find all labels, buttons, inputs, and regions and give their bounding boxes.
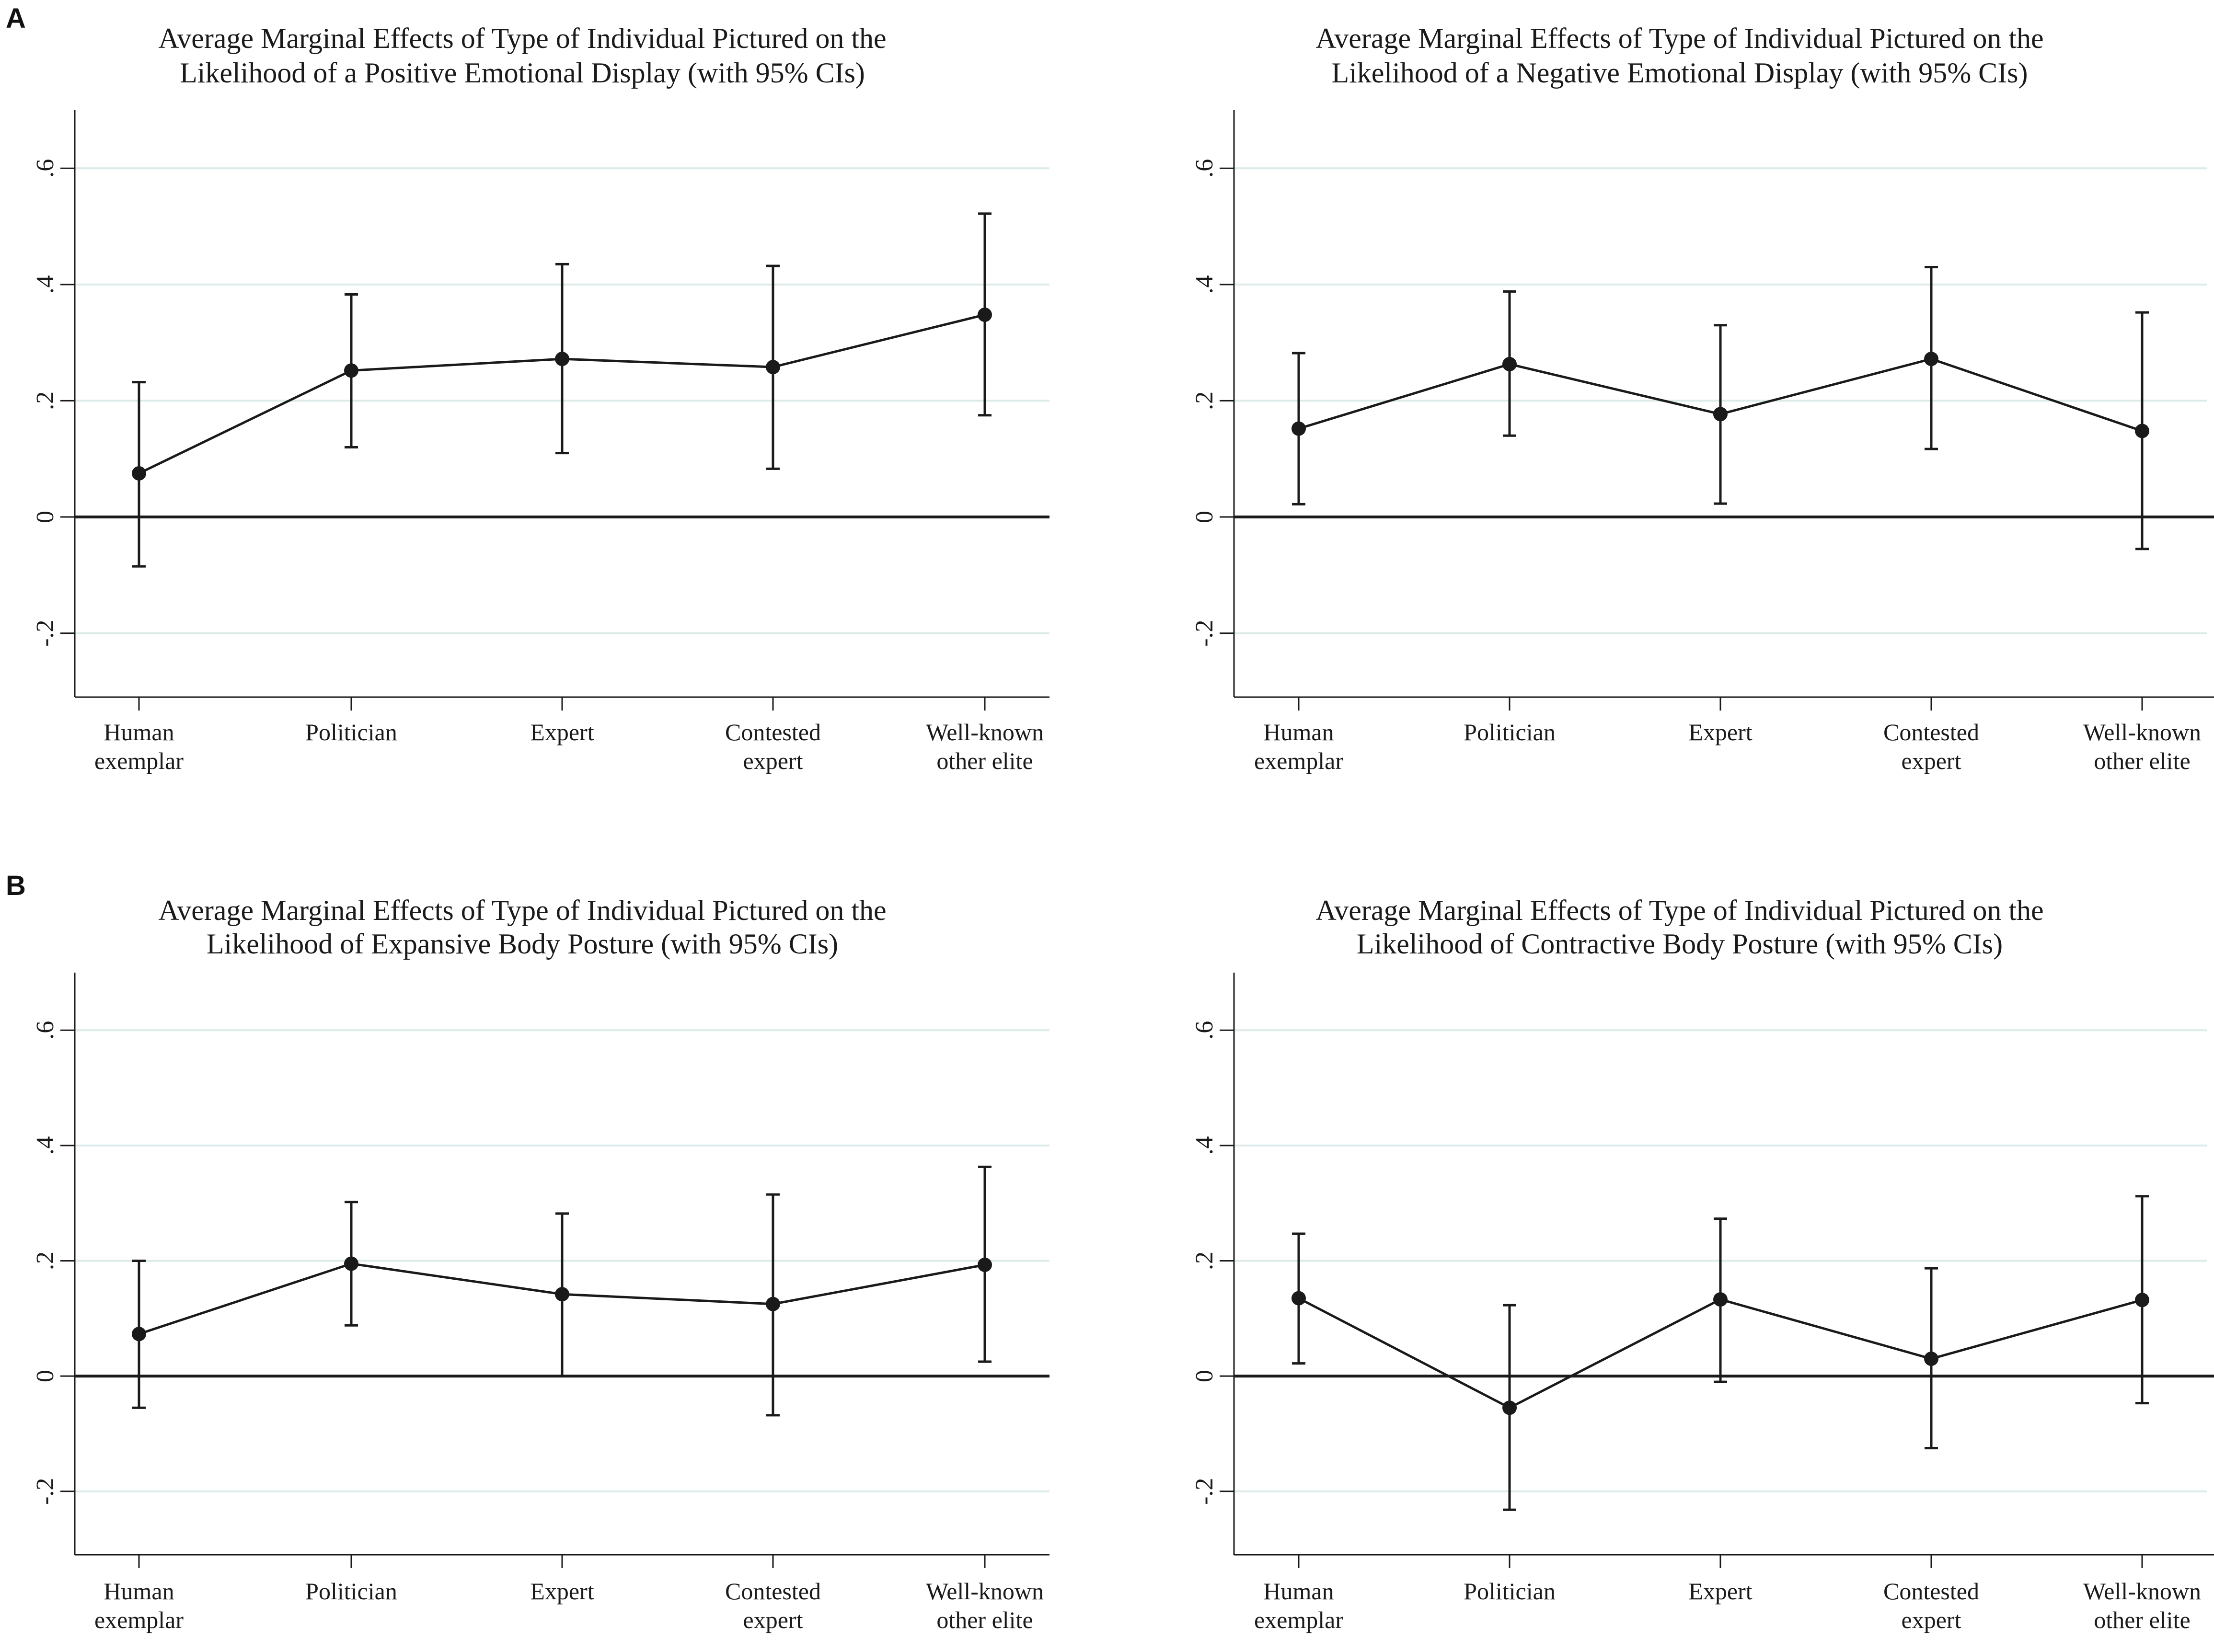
x-category-label: Human <box>1263 1578 1334 1605</box>
y-tick-label: .6 <box>1191 159 1218 178</box>
x-category-label: exemplar <box>94 1606 184 1633</box>
data-point <box>1502 1400 1517 1415</box>
y-tick-label: .4 <box>32 275 59 294</box>
x-category-label: exemplar <box>1254 1606 1343 1633</box>
chart-title-line: Average Marginal Effects of Type of Indi… <box>1315 23 2043 54</box>
data-point <box>1502 357 1517 372</box>
data-point <box>344 363 358 378</box>
x-category-label: expert <box>1902 747 1961 774</box>
data-point <box>132 466 146 481</box>
y-tick-label: .4 <box>1191 1136 1218 1155</box>
x-category-label: Expert <box>1688 1578 1752 1605</box>
x-category-label: Contested <box>725 719 821 746</box>
x-category-label: Well-known <box>2083 719 2201 746</box>
chart-title-line: Likelihood of a Positive Emotional Displ… <box>180 57 865 89</box>
chart-3: Average Marginal Effects of Type of Indi… <box>32 895 1049 1633</box>
data-point <box>978 1257 992 1272</box>
y-tick-label: .6 <box>32 1021 59 1040</box>
chart-1: Average Marginal Effects of Type of Indi… <box>32 23 1049 774</box>
y-tick-label: 0 <box>32 1370 59 1382</box>
data-point <box>978 307 992 322</box>
panel-label-b: B <box>6 870 26 901</box>
y-tick-label: 0 <box>1191 511 1218 523</box>
x-category-label: Human <box>104 1578 174 1605</box>
data-point <box>132 1327 146 1342</box>
x-category-label: Politician <box>305 1578 397 1605</box>
x-category-label: expert <box>1902 1606 1961 1633</box>
y-tick-label: -.2 <box>1191 1478 1218 1505</box>
chart-title-line: Average Marginal Effects of Type of Indi… <box>158 895 886 926</box>
y-tick-label: .2 <box>1191 1251 1218 1270</box>
data-point <box>1292 1291 1306 1306</box>
chart-title-line: Average Marginal Effects of Type of Indi… <box>1315 895 2043 926</box>
x-category-label: other elite <box>2094 1606 2190 1633</box>
y-tick-label: .2 <box>32 1251 59 1270</box>
y-tick-label: -.2 <box>32 620 59 646</box>
x-category-label: Contested <box>1883 719 1979 746</box>
y-tick-label: .6 <box>1191 1021 1218 1040</box>
x-category-label: Well-known <box>926 1578 1044 1605</box>
x-category-label: other elite <box>936 1606 1033 1633</box>
x-category-label: exemplar <box>94 747 184 774</box>
x-category-label: Expert <box>530 1578 594 1605</box>
x-category-label: Well-known <box>926 719 1044 746</box>
chart-title-line: Likelihood of Expansive Body Posture (wi… <box>207 928 838 960</box>
chart-title-line: Average Marginal Effects of Type of Indi… <box>158 23 886 54</box>
x-category-label: other elite <box>2094 747 2190 774</box>
x-category-label: expert <box>743 747 803 774</box>
x-category-label: Contested <box>725 1578 821 1605</box>
data-point <box>1713 1292 1728 1307</box>
chart-title-line: Likelihood of a Negative Emotional Displ… <box>1331 57 2028 89</box>
chart-title-line: Likelihood of Contractive Body Posture (… <box>1357 928 2003 960</box>
x-category-label: Contested <box>1883 1578 1979 1605</box>
y-tick-label: .6 <box>32 159 59 178</box>
x-category-label: Human <box>104 719 174 746</box>
data-point <box>2135 1293 2149 1308</box>
data-point <box>766 360 780 375</box>
data-point <box>555 1287 569 1302</box>
y-tick-label: -.2 <box>32 1478 59 1505</box>
y-tick-label: .4 <box>1191 275 1218 294</box>
data-point <box>766 1296 780 1311</box>
x-category-label: Expert <box>1688 719 1752 746</box>
y-tick-label: .2 <box>1191 391 1218 410</box>
data-point <box>1924 352 1938 367</box>
x-category-label: Politician <box>305 719 397 746</box>
x-category-label: Politician <box>1464 1578 1556 1605</box>
y-tick-label: -.2 <box>1191 620 1218 646</box>
x-category-label: expert <box>743 1606 803 1633</box>
charts-group: Average Marginal Effects of Type of Indi… <box>32 23 2214 1633</box>
data-point <box>1713 407 1728 422</box>
chart-2: Average Marginal Effects of Type of Indi… <box>1191 23 2214 774</box>
x-category-label: Expert <box>530 719 594 746</box>
y-tick-label: .4 <box>32 1136 59 1155</box>
data-point <box>1924 1351 1938 1366</box>
x-category-label: other elite <box>936 747 1033 774</box>
data-point <box>344 1256 358 1271</box>
y-tick-label: .2 <box>32 391 59 410</box>
data-point <box>555 352 569 367</box>
chart-4: Average Marginal Effects of Type of Indi… <box>1191 895 2214 1633</box>
x-category-label: Human <box>1263 719 1334 746</box>
panel-label-a: A <box>6 3 26 34</box>
x-category-label: Politician <box>1464 719 1556 746</box>
x-category-label: exemplar <box>1254 747 1343 774</box>
y-tick-label: 0 <box>1191 1370 1218 1382</box>
data-point <box>1292 421 1306 436</box>
x-category-label: Well-known <box>2083 1578 2201 1605</box>
data-point <box>2135 424 2149 438</box>
y-tick-label: 0 <box>32 511 59 523</box>
